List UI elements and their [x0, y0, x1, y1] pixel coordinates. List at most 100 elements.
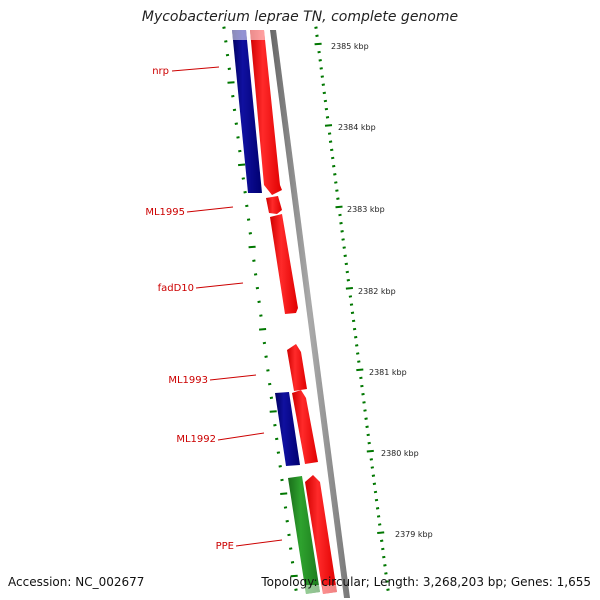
ml1992-reverse-feature[interactable]: [275, 392, 300, 466]
minor-tick: [373, 490, 378, 494]
minor-tick: [386, 588, 390, 591]
minor-tick: [273, 423, 277, 427]
nrp-forward-feature[interactable]: [250, 30, 282, 195]
minor-tick: [287, 533, 291, 537]
gene-label-nrp[interactable]: nrp: [152, 66, 169, 77]
minor-tick: [314, 26, 318, 29]
major-tick: [356, 368, 364, 372]
nrp-forward-feature-fade: [250, 30, 265, 40]
major-tick: [238, 163, 246, 167]
minor-tick: [343, 254, 347, 258]
minor-tick: [352, 327, 357, 331]
ml1995-feature[interactable]: [266, 196, 282, 214]
tick-track-right: [314, 26, 390, 591]
gene-label-ml1993[interactable]: ML1993: [168, 375, 208, 386]
scale-label: 2380 kbp: [381, 449, 419, 458]
minor-tick: [364, 417, 368, 420]
minor-tick: [289, 547, 293, 550]
minor-tick: [323, 99, 328, 103]
minor-tick: [349, 303, 354, 306]
major-tick: [335, 205, 343, 209]
minor-tick: [275, 437, 279, 441]
major-tick: [259, 328, 267, 331]
minor-tick: [348, 295, 353, 298]
minor-tick: [345, 270, 349, 274]
gene-labels: nrp ML1995 fadD10 ML1993 ML1992 PPE: [145, 66, 283, 552]
minor-tick: [369, 458, 373, 461]
minor-tick: [252, 259, 256, 262]
minor-tick: [224, 40, 228, 43]
scale-label: 2383 kbp: [347, 205, 385, 214]
gene-label-ml1995[interactable]: ML1995: [145, 207, 185, 218]
minor-tick: [290, 561, 295, 564]
minor-tick: [370, 466, 374, 469]
nrp-reverse-feature[interactable]: [232, 30, 262, 193]
minor-tick: [375, 507, 380, 510]
minor-tick: [253, 273, 258, 276]
minor-tick: [222, 26, 226, 29]
minor-tick: [246, 218, 251, 221]
minor-tick: [342, 246, 346, 249]
minor-tick: [232, 108, 237, 112]
minor-tick: [318, 59, 322, 62]
ml1993-feature[interactable]: [287, 344, 307, 391]
minor-tick: [335, 189, 339, 192]
minor-tick: [280, 478, 284, 482]
minor-tick: [262, 341, 267, 345]
minor-tick: [357, 360, 361, 363]
minor-tick: [227, 67, 231, 71]
minor-tick: [380, 539, 384, 543]
backbone: [270, 30, 350, 598]
minor-tick: [236, 136, 240, 139]
ppe-feature[interactable]: [288, 476, 320, 594]
ppe-forward-feature[interactable]: [305, 475, 337, 594]
minor-tick: [374, 498, 379, 502]
minor-tick: [294, 588, 298, 591]
major-tick: [366, 449, 374, 453]
minor-tick: [362, 401, 366, 404]
gene-label-ml1992[interactable]: ML1992: [176, 434, 216, 445]
minor-tick: [225, 53, 230, 57]
minor-tick: [317, 50, 321, 54]
minor-tick: [366, 433, 370, 437]
ml1992-forward-feature[interactable]: [292, 390, 318, 464]
minor-tick: [333, 173, 337, 176]
minor-tick: [359, 376, 363, 380]
major-tick: [227, 81, 235, 84]
minor-tick: [325, 116, 330, 119]
minor-tick: [382, 555, 386, 559]
fadd10-feature[interactable]: [270, 214, 298, 314]
major-tick: [290, 574, 298, 578]
minor-tick: [378, 523, 382, 526]
minor-tick: [372, 482, 377, 486]
minor-tick: [245, 204, 249, 208]
minor-tick: [322, 91, 326, 95]
gene-label-ppe[interactable]: PPE: [216, 541, 234, 552]
nrp-reverse-feature-fade: [232, 30, 247, 40]
minor-tick: [344, 262, 348, 266]
minor-tick: [331, 156, 335, 160]
minor-tick: [259, 314, 263, 317]
major-tick: [314, 42, 322, 46]
minor-tick: [234, 122, 238, 125]
gene-label-fadd10[interactable]: fadD10: [158, 283, 194, 294]
minor-tick: [238, 149, 242, 153]
minor-tick: [361, 392, 365, 396]
minor-tick: [351, 319, 356, 323]
minor-tick: [320, 75, 324, 78]
minor-tick: [341, 238, 345, 241]
minor-tick: [243, 190, 247, 194]
minor-tick: [346, 278, 350, 282]
major-tick: [345, 287, 353, 290]
minor-tick: [266, 369, 270, 372]
major-tick: [377, 531, 385, 534]
minor-tick: [283, 506, 288, 509]
minor-tick: [365, 425, 369, 429]
minor-tick: [384, 572, 388, 575]
minor-tick: [350, 311, 355, 315]
minor-tick: [241, 177, 245, 180]
minor-tick: [355, 344, 359, 347]
minor-tick: [356, 352, 360, 355]
minor-tick: [278, 465, 282, 468]
